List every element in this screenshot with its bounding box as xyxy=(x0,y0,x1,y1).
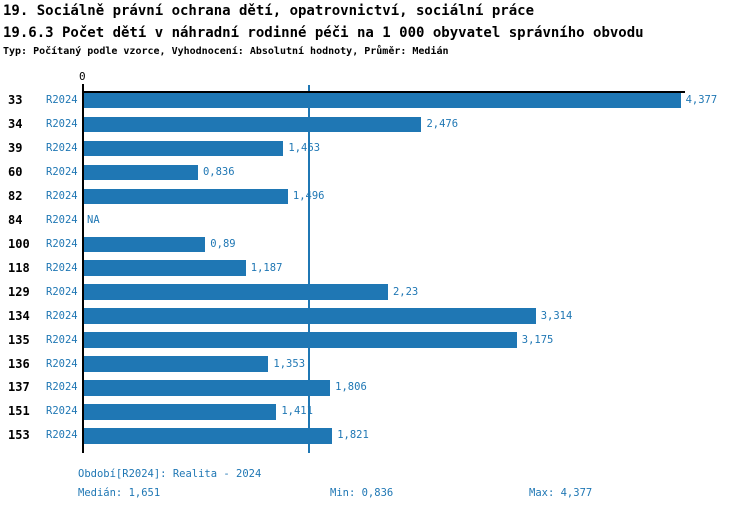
bar-value-label: 1,353 xyxy=(273,357,306,370)
x-axis-top-spine xyxy=(82,91,685,93)
row-category-label: 82 xyxy=(8,188,23,203)
row-category-label: 60 xyxy=(8,164,23,179)
bar xyxy=(84,284,388,300)
bar xyxy=(84,332,517,348)
page-subtitle: Typ: Počítaný podle vzorce, Vyhodnocení:… xyxy=(3,46,449,57)
footer-median-label: Medián: 1,651 xyxy=(78,487,161,499)
row-series-label: R2024 xyxy=(46,285,78,298)
footer-min-label: Min: 0,836 xyxy=(330,487,394,499)
bar-value-label: 4,377 xyxy=(685,94,718,107)
row-series-label: R2024 xyxy=(46,237,78,250)
row-category-label: 153 xyxy=(8,428,30,443)
row-category-label: 33 xyxy=(8,93,23,108)
row-category-label: 118 xyxy=(8,260,30,275)
bar xyxy=(84,188,288,205)
bar-value-label: 0,89 xyxy=(210,237,236,250)
bar xyxy=(84,236,206,252)
bar xyxy=(84,92,681,109)
footer-max-label: Max: 4,377 xyxy=(529,487,593,499)
bar-value-label: 3,314 xyxy=(540,309,573,322)
row-category-label: 136 xyxy=(8,356,30,371)
row-series-label: R2024 xyxy=(46,165,78,178)
row-series-label: R2024 xyxy=(46,261,78,274)
bar-value-label: 0,836 xyxy=(202,165,235,178)
bar-value-label: 2,476 xyxy=(426,118,459,130)
bar xyxy=(84,356,269,372)
y-axis-spine xyxy=(82,91,84,453)
row-category-label: 151 xyxy=(8,404,30,419)
bar-value-label: 1,496 xyxy=(292,189,325,202)
page-title-line2: 19.6.3 Počet dětí v náhradní rodinné péč… xyxy=(3,25,644,41)
bar xyxy=(84,380,331,396)
row-series-label: R2024 xyxy=(46,213,78,226)
row-category-label: 134 xyxy=(8,308,30,323)
row-series-label: R2024 xyxy=(46,309,78,322)
median-reference-line xyxy=(308,85,311,453)
bar xyxy=(84,140,284,157)
row-category-label: 34 xyxy=(8,117,23,131)
bar-value-label: 1,187 xyxy=(250,261,283,274)
x-axis-zero-tick-mark xyxy=(82,84,84,92)
row-series-label: R2024 xyxy=(46,118,78,130)
bar xyxy=(84,260,246,276)
row-category-label: 135 xyxy=(8,332,30,347)
row-series-label: R2024 xyxy=(46,94,78,107)
row-series-label: R2024 xyxy=(46,141,78,154)
x-axis-zero-tick-label: 0 xyxy=(79,70,86,83)
bar-na-label: NA xyxy=(87,213,100,226)
bar-value-label: 1,806 xyxy=(335,381,367,394)
row-series-label: R2024 xyxy=(46,429,78,442)
bar xyxy=(84,428,333,444)
bar-value-label: 3,175 xyxy=(521,333,554,346)
bar-value-label: 2,23 xyxy=(392,285,419,298)
row-series-label: R2024 xyxy=(46,405,78,418)
bar-value-label: 1,463 xyxy=(288,141,321,154)
row-series-label: R2024 xyxy=(46,381,78,394)
row-series-label: R2024 xyxy=(46,189,78,202)
row-category-label: 137 xyxy=(8,380,30,395)
bar xyxy=(84,404,277,420)
row-category-label: 129 xyxy=(8,284,30,299)
footer-period-label: Období[R2024]: Realita - 2024 xyxy=(78,468,262,480)
row-series-label: R2024 xyxy=(46,333,78,346)
row-category-label: 100 xyxy=(8,236,30,251)
bar-value-label: 1,411 xyxy=(281,405,313,418)
bar xyxy=(84,164,198,181)
bar xyxy=(84,116,422,133)
page-title-line1: 19. Sociálně právní ochrana dětí, opatro… xyxy=(3,3,535,19)
row-category-label: 84 xyxy=(8,212,23,227)
row-series-label: R2024 xyxy=(46,357,78,370)
row-category-label: 39 xyxy=(8,140,23,155)
bar xyxy=(84,308,536,324)
bar-value-label: 1,821 xyxy=(337,429,369,442)
